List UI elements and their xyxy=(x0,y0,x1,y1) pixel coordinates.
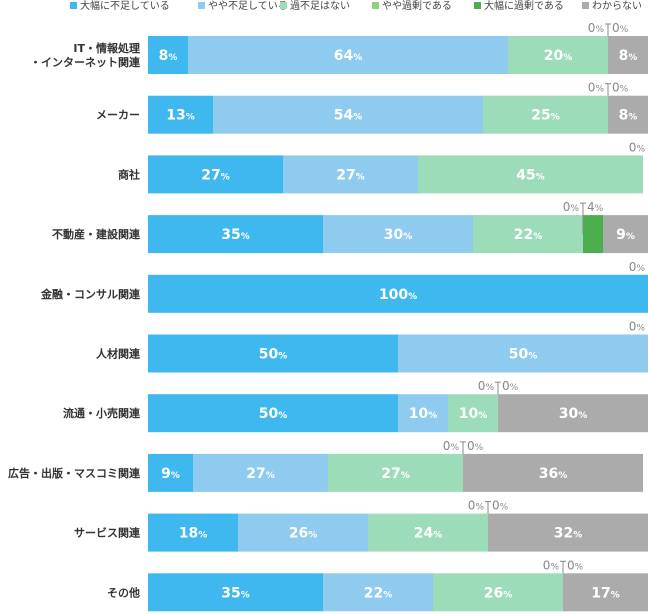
bar-segment xyxy=(418,155,643,194)
zero-label: 0% xyxy=(629,140,646,154)
bar-segment xyxy=(483,95,608,134)
bar-segment xyxy=(188,36,508,74)
bar-segment xyxy=(398,334,648,373)
bar-segment xyxy=(148,334,398,373)
zero-label: 0% xyxy=(588,81,605,95)
bar-segment xyxy=(603,215,648,254)
bar-segment xyxy=(583,215,603,254)
bar-segment xyxy=(238,513,368,552)
category-label: ・インターネット関連 xyxy=(30,55,141,69)
legend: 大幅に不足している やや不足している 過不足はない やや過剰である 大幅に過剰である わか… xyxy=(70,0,642,12)
bar-segment xyxy=(328,453,463,492)
zero-label: 4% xyxy=(587,200,604,214)
category-label: 商社 xyxy=(118,167,140,181)
bars: 8% 64% 20% 8%13% 54% 25% 8%27% 27% 45%35% 30% 22% 9… xyxy=(148,36,648,612)
category-label: 広告・出版・マスコミ関連 xyxy=(8,466,141,480)
zero-label: 0% xyxy=(467,439,484,453)
zero-label: 0% xyxy=(492,499,509,513)
legend-label: 過不足はない xyxy=(290,0,350,12)
zero-label: 0% xyxy=(502,379,519,393)
bar-segment xyxy=(368,513,488,552)
zero-label: 0% xyxy=(612,21,629,35)
bar-segment xyxy=(323,215,473,254)
zero-annotations: 0% 0% 0% 0% 0% 0% 4% 0% 0% 0% 0% 0% 0% 0% 0% 0% 0% xyxy=(443,21,646,574)
bar-segment xyxy=(148,394,398,433)
bar-segment xyxy=(563,573,648,612)
zero-label: 0% xyxy=(443,439,460,453)
category-label: 人材関連 xyxy=(96,347,141,361)
bar-segment xyxy=(608,95,648,134)
legend-label: 大幅に不足している xyxy=(80,0,170,12)
bar-segment xyxy=(213,95,483,134)
bar-segment xyxy=(473,215,583,254)
bar-segment xyxy=(463,453,643,492)
category-label: メーカー xyxy=(96,109,140,122)
zero-label: 0% xyxy=(612,81,629,95)
bar-segment xyxy=(488,513,648,552)
legend-swatch xyxy=(280,2,287,9)
legend-label: わからない xyxy=(592,0,642,12)
bar-segment xyxy=(148,453,193,492)
bar-segment xyxy=(433,573,563,612)
legend-swatch xyxy=(474,2,481,9)
bar-segment xyxy=(148,274,648,313)
category-label: 金融・コンサル関連 xyxy=(40,287,141,301)
zero-label: 0% xyxy=(629,260,646,274)
bar-segment xyxy=(148,513,238,552)
legend-swatch xyxy=(582,2,589,9)
category-label: 不動産・建設関連 xyxy=(52,227,141,241)
category-label: 流通・小売関連 xyxy=(63,406,141,420)
legend-label: やや過剰である xyxy=(382,0,452,12)
legend-label: 大幅に過剰である xyxy=(484,0,564,12)
bar-segment xyxy=(508,36,608,74)
bar-segment xyxy=(283,155,418,194)
bar-segment xyxy=(148,95,213,134)
zero-label: 0% xyxy=(478,379,495,393)
legend-swatch xyxy=(70,2,77,9)
bar-segment xyxy=(323,573,433,612)
zero-label: 0% xyxy=(588,21,605,35)
category-labels: IT・情報処理・インターネット関連メーカー商社不動産・建設関連金融・コンサル関連… xyxy=(8,41,141,599)
category-label: その他 xyxy=(107,585,140,599)
legend-swatch xyxy=(372,2,379,9)
bar-segment xyxy=(148,36,188,74)
bar-segment xyxy=(448,394,498,433)
bar-segment xyxy=(193,453,328,492)
category-label: サービス関連 xyxy=(74,526,141,540)
zero-label: 0% xyxy=(468,499,485,513)
legend-swatch xyxy=(198,2,205,9)
bar-segment xyxy=(498,394,648,433)
zero-label: 0% xyxy=(543,558,560,572)
zero-label: 0% xyxy=(629,320,646,334)
data-label: 100% xyxy=(379,287,417,303)
bar-segment xyxy=(148,155,283,194)
zero-label: 0% xyxy=(567,558,584,572)
bar-segment xyxy=(398,394,448,433)
legend-label: やや不足している xyxy=(208,0,288,12)
bar-segment xyxy=(148,573,323,612)
category-label: IT・情報処理 xyxy=(73,41,140,55)
zero-label: 0% xyxy=(563,200,580,214)
bar-segment xyxy=(148,215,323,254)
bar-segment xyxy=(608,36,648,74)
